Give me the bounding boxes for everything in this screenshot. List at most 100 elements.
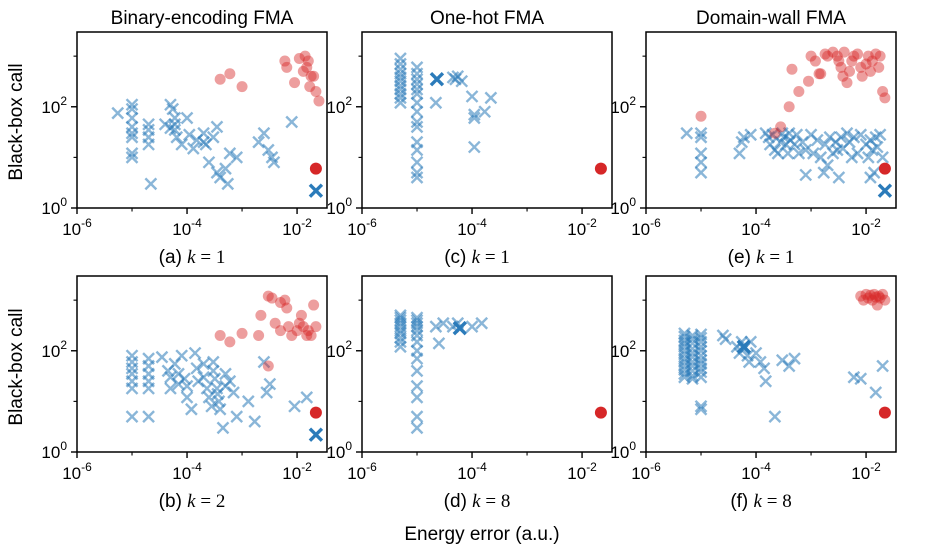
circle-point [873,290,885,302]
circle-point [879,92,891,104]
cross-point [288,399,301,413]
data-layer [678,288,891,423]
circle-point [877,86,889,98]
circle-point [262,290,274,302]
cross-point [175,138,189,151]
circle-point [862,50,874,62]
cross-point [142,138,155,151]
circle-point [870,291,882,303]
cross-point [806,147,820,160]
cross-point [694,399,708,413]
cross-point [410,166,424,179]
x-tick-label: 10-4 [457,216,487,239]
cross-point [213,402,227,416]
circle-point [815,68,827,80]
circle-point [224,336,236,348]
cross-point [817,166,831,179]
cross-point [864,171,877,184]
cross-point [125,382,139,395]
axes-frame [361,275,613,453]
cross-point [410,105,424,119]
circle-point [310,86,322,98]
best-cross-point [429,72,445,87]
cross-point [876,151,889,164]
cross-point [694,166,708,179]
cross-point [223,374,237,388]
axes-frame [645,275,897,453]
cross-point [394,91,407,105]
panel-f: 10-6 10-4 10-2 100 102 (f) k = 8 [610,275,897,512]
y-tick-label: 102 [610,94,636,117]
cross-point [208,372,222,386]
cross-point [410,67,424,81]
cross-point [465,320,479,333]
x-tick-label: 10-6 [347,216,377,239]
circle-point [304,81,316,93]
data-layer [394,52,607,184]
cross-point [263,377,277,391]
x-tick-label: 10-2 [567,216,597,239]
cross-point [394,335,407,349]
x-tick-label: 10-2 [282,460,312,483]
cross-point [832,171,846,184]
y-tick-label: 102 [326,94,352,117]
circle-point [275,296,287,308]
cross-point [300,391,314,404]
cross-point [854,128,868,142]
y-tick-label: 100 [41,439,67,462]
circle-point [864,65,876,77]
circle-point [308,70,320,82]
circle-point [281,302,293,314]
cross-point [186,142,200,155]
x-tick-label: 10-2 [567,460,597,483]
cross-point [749,346,763,360]
caption-c: (c) k = 1 [444,247,510,268]
cross-point [219,162,232,175]
cross-point [410,83,424,96]
circle-point [866,55,878,67]
circle-point [819,48,831,60]
cross-point [757,361,771,375]
x-tick-label: 10-4 [172,460,202,483]
y-tick-label: 100 [326,439,352,462]
best-circle-point [878,406,891,419]
cross-point [781,147,795,160]
cross-point [694,130,708,144]
circle-point [214,330,226,342]
cross-point [861,151,875,164]
cross-point [125,151,139,164]
cross-point [432,337,446,350]
cross-point [205,399,218,413]
cross-point [188,346,202,360]
x-tick-label: 10-4 [741,216,771,239]
x-tick-label: 10-6 [631,460,661,483]
circle-point [775,121,787,133]
circle-point [827,46,839,58]
cross-point [870,140,884,154]
xlabel: Energy error (a.u.) [404,524,559,545]
circle-point [855,290,867,302]
x-tick-label: 10-6 [347,460,377,483]
cross-point [394,340,407,354]
circle-point [293,317,305,329]
cross-point [484,91,498,105]
cross-point [168,123,182,137]
cross-point [261,143,275,157]
circle-point [805,50,817,62]
cross-point [429,96,443,110]
circle-point [852,48,864,60]
circle-point [313,95,325,107]
circle-point [877,288,889,300]
circle-point [262,360,274,372]
cross-point [164,382,177,395]
cross-point [142,410,155,423]
y-tick-label: 102 [41,94,67,117]
cross-point [142,382,155,395]
cross-point [241,395,255,408]
cross-point [142,117,155,131]
circle-point [310,321,322,333]
cross-point [410,77,424,91]
cross-point [876,359,889,373]
x-tick-label: 10-6 [62,216,92,239]
circle-point [803,75,815,87]
